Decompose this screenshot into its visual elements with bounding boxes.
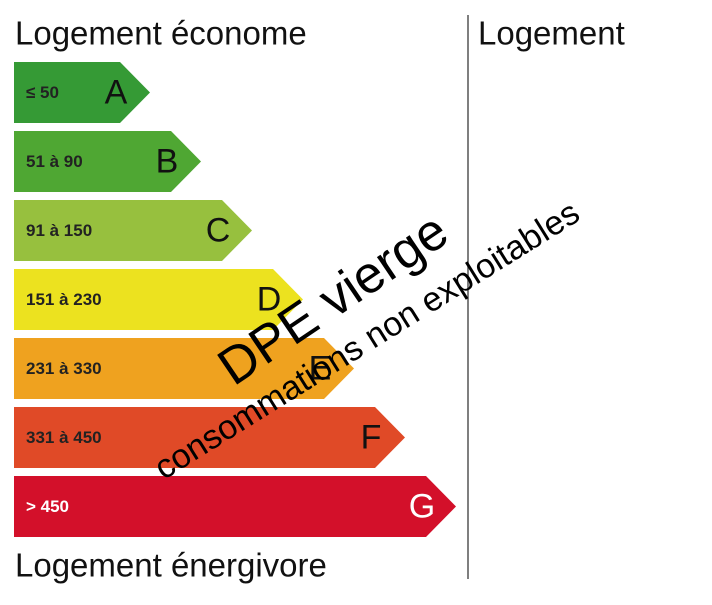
class-bar (14, 200, 252, 261)
class-letter: D (257, 280, 282, 318)
class-letter: G (409, 487, 435, 525)
class-letter: B (156, 142, 179, 180)
class-range: > 450 (26, 497, 69, 516)
class-bar (14, 476, 456, 537)
class-bar (14, 131, 201, 192)
class-range: 51 à 90 (26, 152, 83, 171)
right-title: Logement (478, 15, 625, 52)
class-bars: ≤ 50 A 51 à 90 B 91 à 150 C 151 à 230 D 231 à 33… (14, 62, 456, 537)
class-bar (14, 338, 354, 399)
class-range: 231 à 330 (26, 359, 102, 378)
footer-title: Logement énergivore (15, 547, 327, 584)
class-letter: F (361, 418, 382, 456)
class-bar (14, 269, 303, 330)
class-range: 331 à 450 (26, 428, 102, 447)
class-letter: A (105, 73, 128, 111)
class-range: ≤ 50 (26, 83, 59, 102)
class-range: 151 à 230 (26, 290, 102, 309)
class-bar (14, 62, 150, 123)
title: Logement économe (15, 15, 307, 52)
class-bar (14, 407, 405, 468)
class-range: 91 à 150 (26, 221, 92, 240)
class-letter: E (309, 349, 332, 387)
class-letter: C (206, 211, 231, 249)
